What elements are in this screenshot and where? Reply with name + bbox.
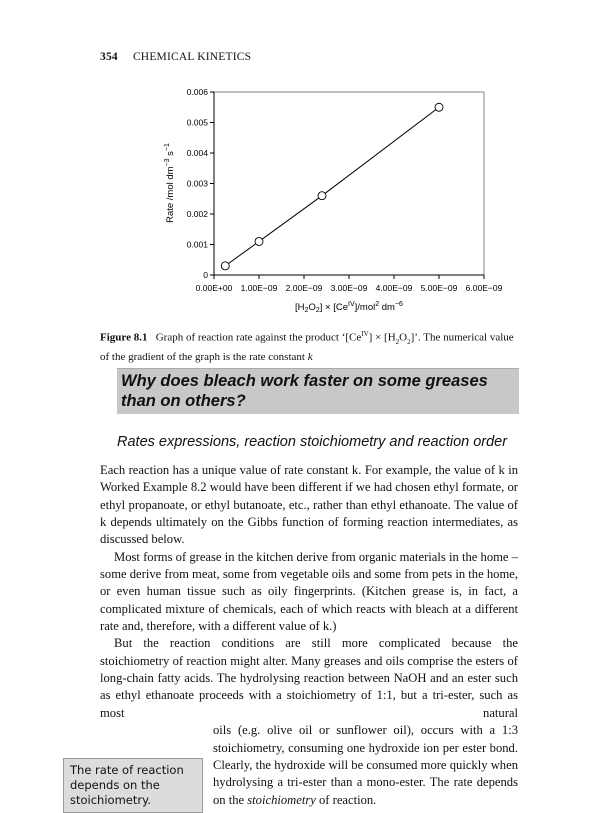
- section-heading: Why does bleach work faster on some grea…: [117, 368, 519, 414]
- x-tick-label: 6.00E−09: [466, 283, 503, 293]
- paragraph: Most forms of grease in the kitchen deri…: [100, 549, 518, 634]
- paragraph-continued: oils (e.g. olive oil or sunflower oil), …: [63, 722, 518, 813]
- figure-caption: Figure 8.1 Graph of reaction rate agains…: [100, 330, 514, 363]
- y-tick-label: 0: [203, 270, 208, 280]
- paragraph: But the reaction conditions are still mo…: [100, 636, 518, 720]
- running-head-title: CHEMICAL KINETICS: [132, 51, 252, 63]
- chart-series: [220, 102, 444, 271]
- y-axis-label: Rate /mol dm−3 s−1: [164, 143, 176, 223]
- rate-chart: 0 0.001 0.002 0.003 0.004 0.005 0.006 0.00E+00 1…: [164, 87, 503, 314]
- data-point: [254, 236, 264, 246]
- x-tick-label: 0.00E+00: [196, 283, 233, 293]
- x-tick-label: 1.00E−09: [241, 283, 278, 293]
- page-number: 354: [100, 51, 118, 63]
- paragraph: Each reaction has a unique value of rate…: [100, 463, 518, 547]
- x-tick-label: 5.00E−09: [421, 283, 458, 293]
- chart-axes: [213, 91, 485, 276]
- y-tick-label: 0.001: [187, 240, 209, 250]
- y-tick-label: 0.002: [187, 209, 209, 219]
- subsection-heading: Rates expressions, reaction stoichiometr…: [117, 434, 508, 450]
- data-point: [220, 261, 230, 271]
- running-head: 354 CHEMICAL KINETICS: [100, 51, 251, 63]
- margin-note: The rate of reaction depends on the stoi…: [63, 758, 203, 813]
- x-tick-label: 3.00E−09: [331, 283, 368, 293]
- y-tick-label: 0.004: [187, 148, 209, 158]
- chart-ticks: 0 0.001 0.002 0.003 0.004 0.005 0.006 0.00E+00 1…: [187, 87, 503, 293]
- x-tick-label: 2.00E−09: [286, 283, 323, 293]
- data-point: [317, 191, 327, 201]
- y-tick-label: 0.006: [187, 87, 209, 97]
- body-text: Each reaction has a unique value of rate…: [63, 462, 518, 813]
- series-line: [224, 106, 440, 267]
- data-point: [434, 102, 444, 112]
- figure-label: Figure 8.1: [100, 331, 148, 344]
- y-tick-label: 0.005: [187, 118, 209, 128]
- y-tick-label: 0.003: [187, 179, 209, 189]
- x-axis-label: [H2O2] × [CeIV]/mol2 dm−6: [295, 301, 403, 314]
- x-tick-label: 4.00E−09: [376, 283, 413, 293]
